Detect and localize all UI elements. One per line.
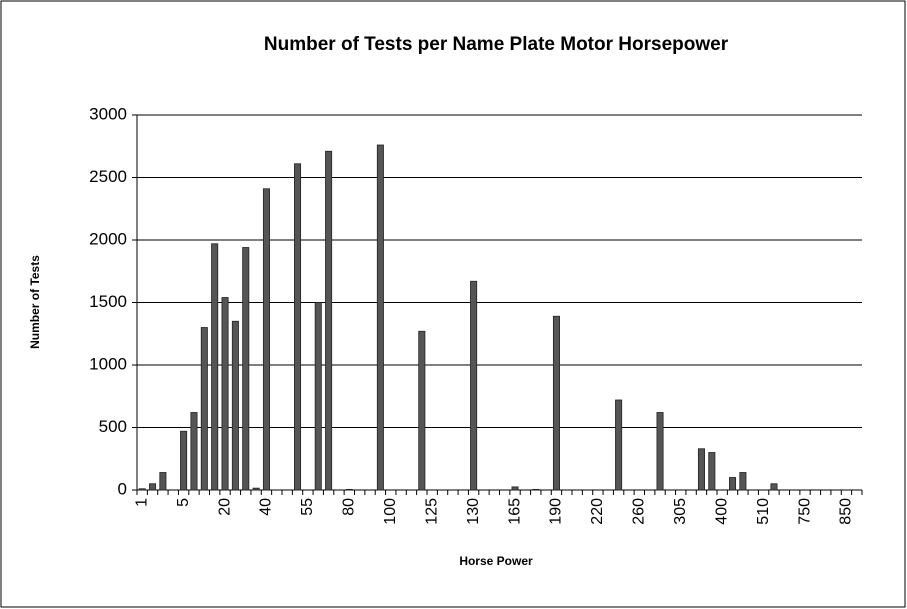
x-tick-label: 400 bbox=[713, 498, 730, 525]
x-tick-label: 5 bbox=[175, 498, 192, 507]
bar bbox=[231, 320, 239, 491]
bar bbox=[552, 315, 560, 491]
bar bbox=[770, 483, 778, 491]
bar bbox=[294, 163, 302, 491]
x-tick-label: 20 bbox=[216, 498, 233, 516]
x-tick-label: 100 bbox=[382, 498, 399, 525]
bar bbox=[190, 412, 198, 491]
bar bbox=[262, 188, 270, 491]
bar bbox=[180, 430, 188, 491]
bar bbox=[729, 477, 737, 491]
y-tick-label: 1500 bbox=[89, 292, 127, 311]
x-axis-label: Horse Power bbox=[459, 554, 533, 568]
bar bbox=[532, 488, 540, 491]
bar bbox=[697, 448, 705, 491]
bar bbox=[656, 412, 664, 491]
y-tick-label: 0 bbox=[118, 479, 127, 498]
x-tick-label: 55 bbox=[299, 498, 316, 516]
bar bbox=[418, 330, 426, 491]
bar bbox=[242, 247, 250, 491]
x-tick-label: 40 bbox=[258, 498, 275, 516]
bar bbox=[149, 483, 157, 491]
bar bbox=[470, 280, 478, 491]
x-tick-label: 130 bbox=[465, 498, 482, 525]
x-tick-label: 1 bbox=[133, 498, 150, 507]
bar bbox=[708, 452, 716, 491]
bar bbox=[200, 327, 208, 491]
y-tick-label: 500 bbox=[99, 417, 127, 436]
bar bbox=[138, 488, 146, 491]
x-tick-label: 165 bbox=[506, 498, 523, 525]
x-tick-label: 125 bbox=[423, 498, 440, 525]
bar bbox=[511, 486, 519, 491]
bar bbox=[739, 472, 747, 491]
bar bbox=[325, 150, 333, 491]
bar bbox=[376, 144, 384, 491]
x-tick-label: 850 bbox=[838, 498, 855, 525]
x-tick-label: 260 bbox=[631, 498, 648, 525]
bar bbox=[221, 297, 229, 491]
chart-title: Number of Tests per Name Plate Motor Hor… bbox=[264, 34, 729, 55]
y-tick-label: 1000 bbox=[89, 354, 127, 373]
y-tick-label: 2500 bbox=[89, 167, 127, 186]
x-tick-label: 305 bbox=[672, 498, 689, 525]
y-axis-label: Number of Tests bbox=[28, 255, 42, 349]
y-tick-label: 3000 bbox=[89, 104, 127, 123]
x-tick-label: 750 bbox=[796, 498, 813, 525]
x-tick-label: 80 bbox=[341, 498, 358, 516]
x-tick-label: 510 bbox=[755, 498, 772, 525]
y-tick-label: 2000 bbox=[89, 229, 127, 248]
x-tick-label: 190 bbox=[548, 498, 565, 525]
x-tick-label: 220 bbox=[589, 498, 606, 525]
bar bbox=[615, 399, 623, 491]
bar bbox=[252, 487, 260, 491]
bar bbox=[211, 243, 219, 491]
bar bbox=[159, 472, 167, 491]
bar bbox=[314, 302, 322, 491]
bar bbox=[345, 488, 353, 491]
